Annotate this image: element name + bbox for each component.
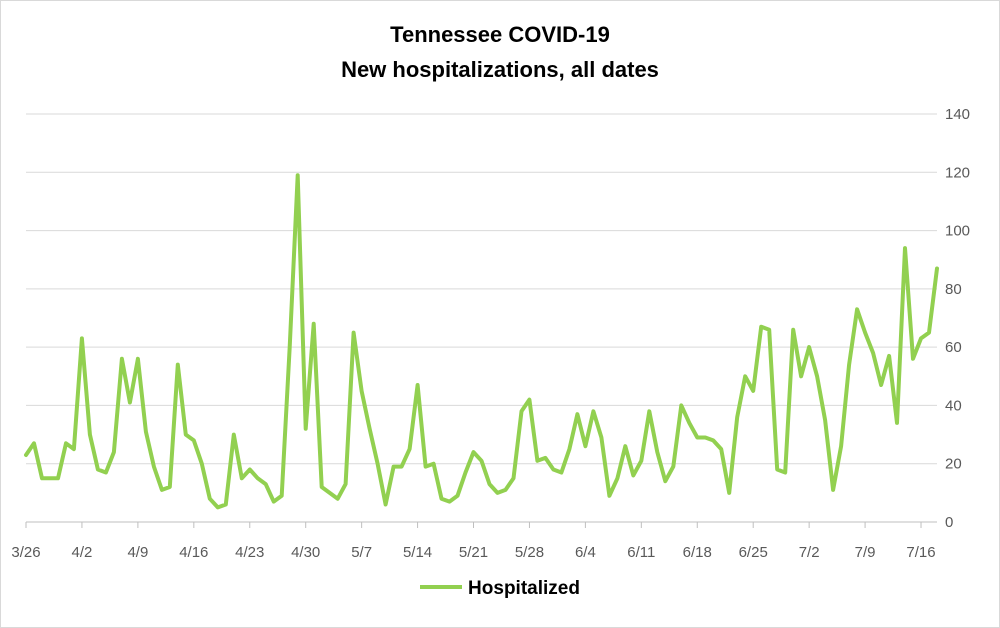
x-tick-label: 4/16 (179, 544, 208, 561)
y-tick-label: 80 (945, 281, 962, 298)
x-tick-label: 6/4 (575, 544, 596, 561)
y-axis-ticks: 0 20 40 60 80 100 120 140 (945, 106, 970, 531)
x-tick-label: 5/21 (459, 544, 488, 561)
x-tick-label: 4/30 (291, 544, 320, 561)
x-tick-label: 5/14 (403, 544, 432, 561)
x-tick-label: 6/25 (739, 544, 768, 561)
chart-title: Tennessee COVID-19 (390, 22, 610, 47)
chart-subtitle: New hospitalizations, all dates (341, 57, 659, 82)
y-tick-label: 60 (945, 339, 962, 356)
x-tick-label: 6/18 (683, 544, 712, 561)
x-tick-label: 7/16 (906, 544, 935, 561)
x-axis-ticks: 3/26 4/2 4/9 4/16 4/23 4/30 5/7 5/14 5/21 5/28 6/4… (11, 522, 936, 561)
series-group (24, 173, 939, 510)
series-line-hospitalized (24, 173, 939, 510)
x-tick-label: 5/28 (515, 544, 544, 561)
x-tick-label: 4/2 (72, 544, 93, 561)
x-tick-label: 5/7 (351, 544, 372, 561)
x-tick-label: 7/2 (799, 544, 820, 561)
x-tick-label: 7/9 (855, 544, 876, 561)
x-tick-label: 3/26 (11, 544, 40, 561)
gridlines (26, 113, 937, 523)
y-tick-label: 20 (945, 456, 962, 473)
y-tick-label: 40 (945, 397, 962, 414)
y-tick-label: 100 (945, 223, 970, 240)
y-tick-label: 140 (945, 106, 970, 123)
x-tick-label: 4/23 (235, 544, 264, 561)
legend-label-hospitalized: Hospitalized (468, 578, 580, 599)
x-tick-label: 4/9 (127, 544, 148, 561)
legend-swatch-hospitalized (420, 584, 463, 589)
legend: Hospitalized (0, 578, 1000, 600)
x-tick-label: 6/11 (627, 544, 655, 561)
y-tick-label: 0 (945, 514, 953, 531)
y-tick-label: 120 (945, 164, 970, 181)
